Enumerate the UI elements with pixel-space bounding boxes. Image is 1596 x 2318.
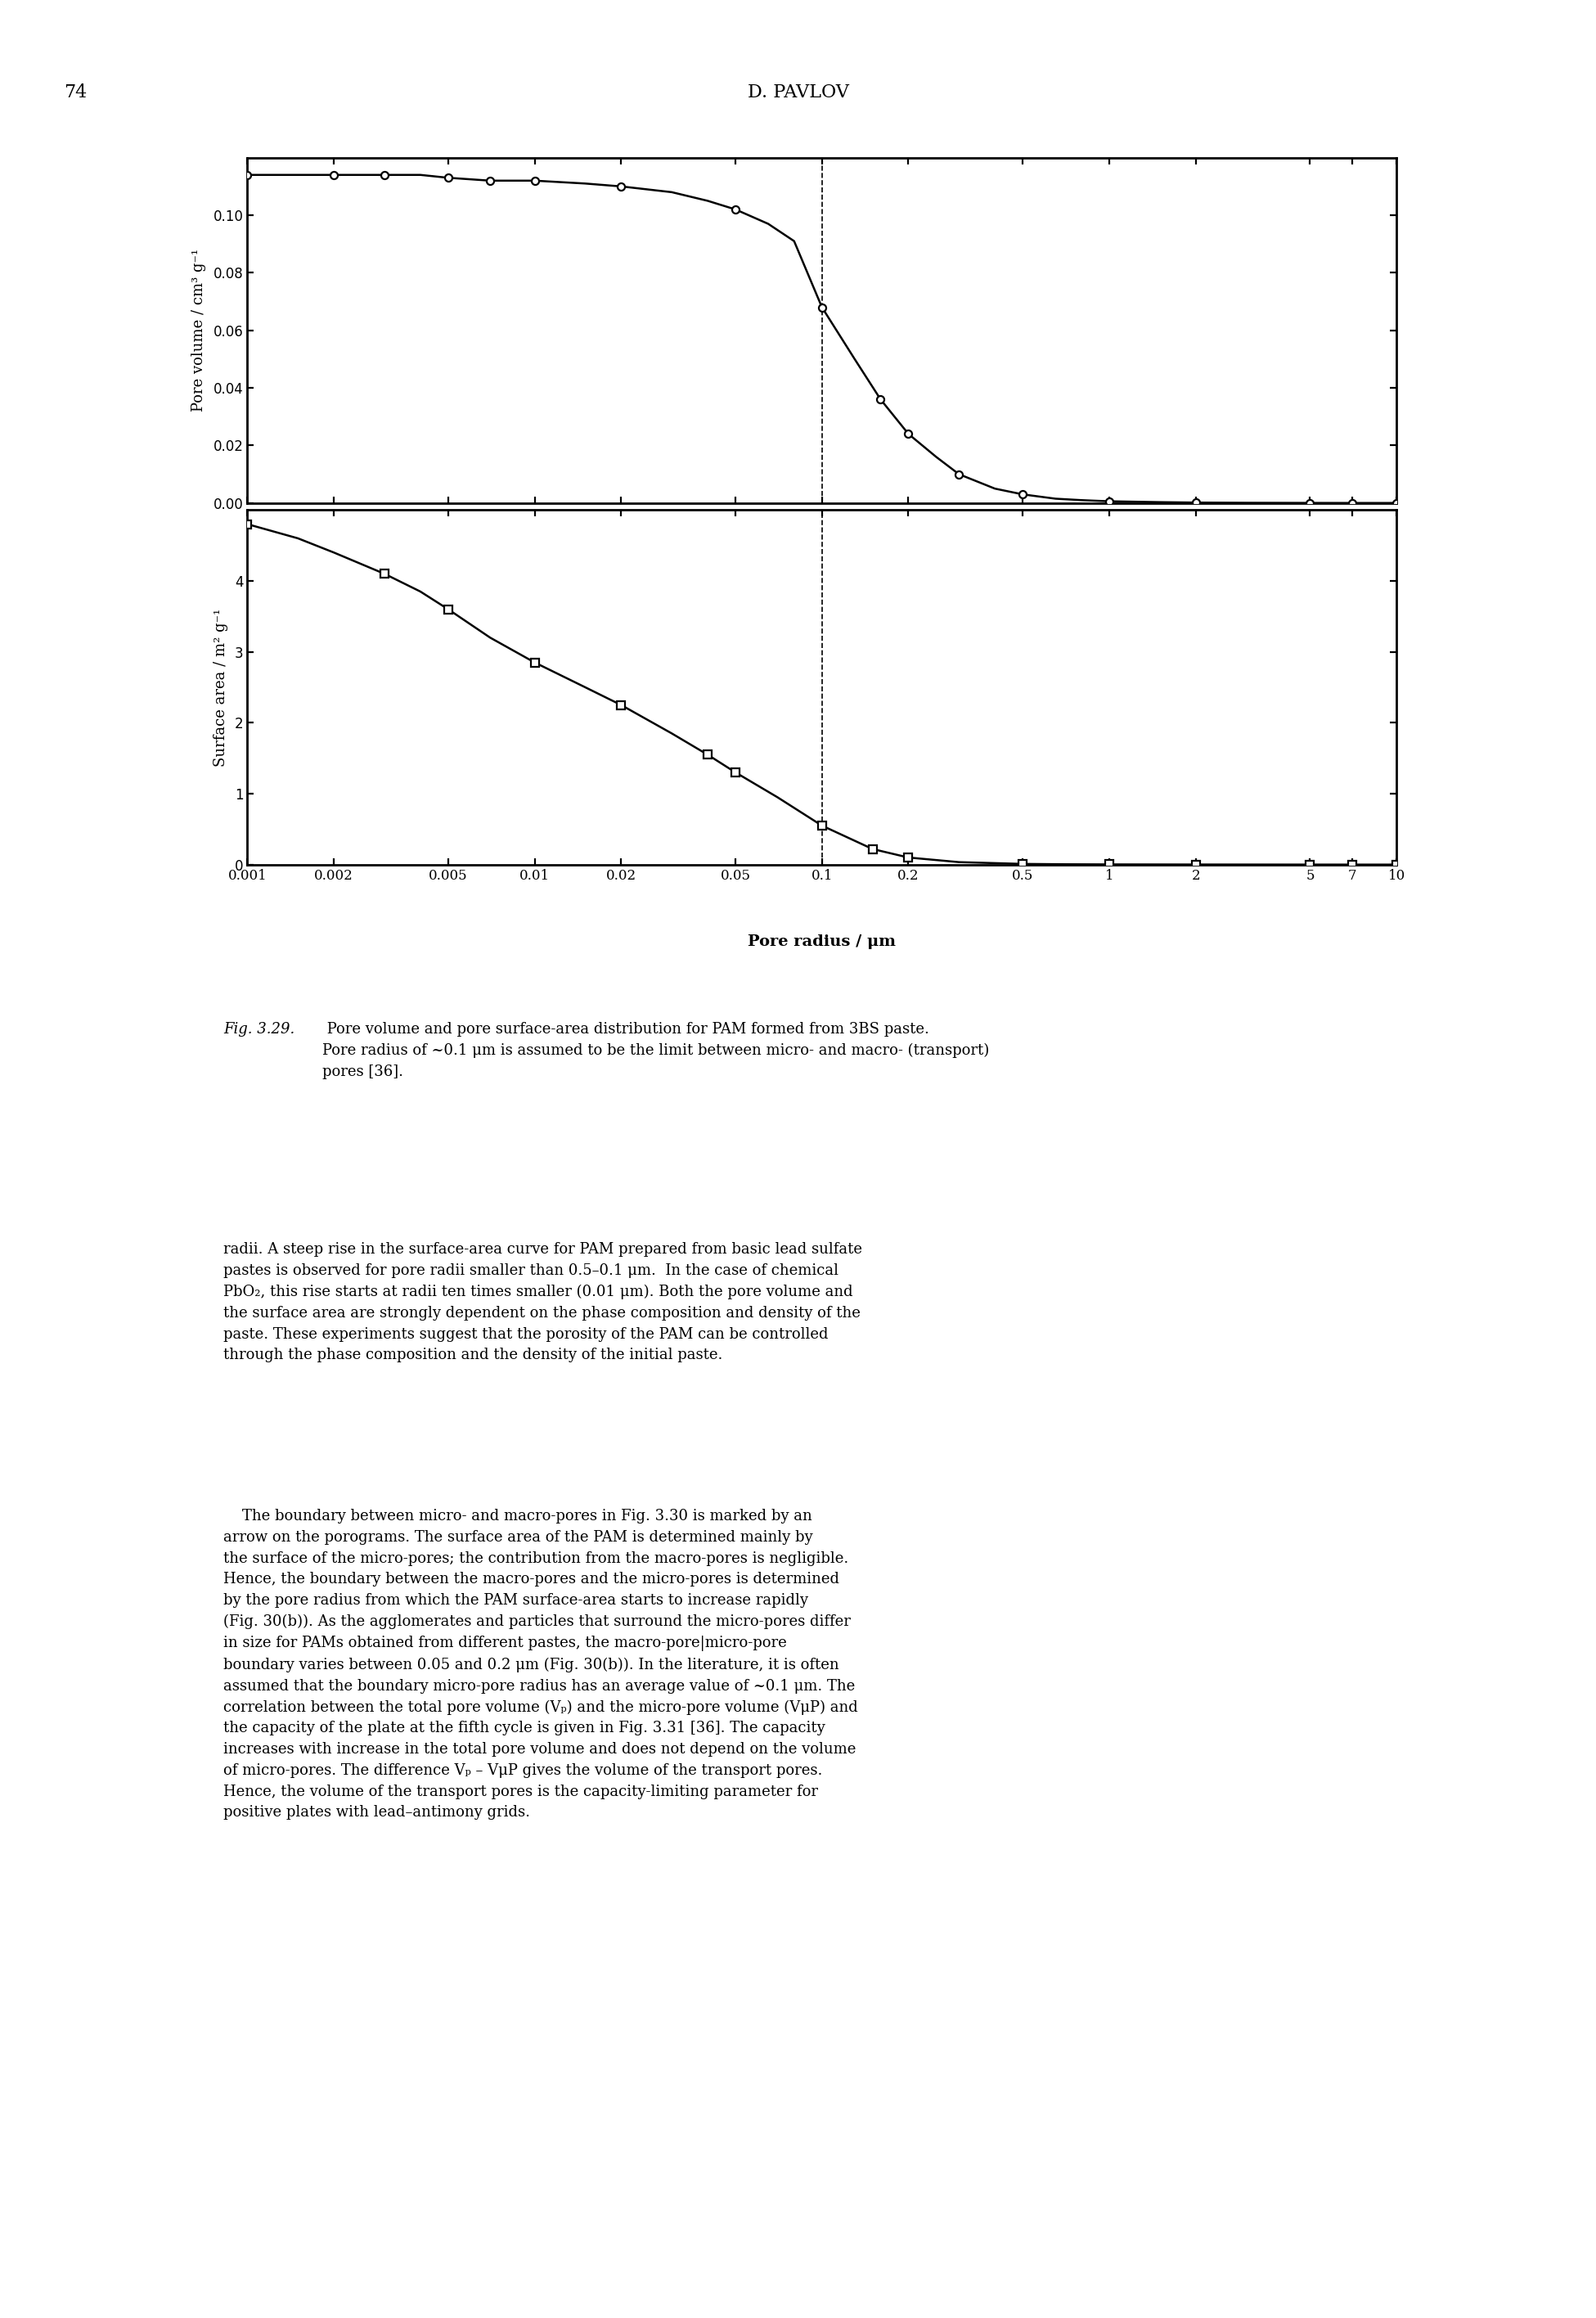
Y-axis label: Pore volume / cm³ g⁻¹: Pore volume / cm³ g⁻¹: [192, 248, 206, 413]
Y-axis label: Surface area / m² g⁻¹: Surface area / m² g⁻¹: [214, 607, 228, 767]
Text: Fig. 3.29.: Fig. 3.29.: [223, 1022, 295, 1036]
Text: The boundary between micro- and macro-pores in Fig. 3.30 is marked by an
arrow o: The boundary between micro- and macro-po…: [223, 1509, 859, 1820]
Text: D. PAVLOV: D. PAVLOV: [747, 83, 849, 102]
Text: 74: 74: [64, 83, 86, 102]
Text: Pore volume and pore surface-area distribution for PAM formed from 3BS paste.
Po: Pore volume and pore surface-area distri…: [322, 1022, 990, 1080]
Text: radii. A steep rise in the surface-area curve for PAM prepared from basic lead s: radii. A steep rise in the surface-area …: [223, 1242, 862, 1363]
Text: Pore radius / μm: Pore radius / μm: [749, 934, 895, 948]
